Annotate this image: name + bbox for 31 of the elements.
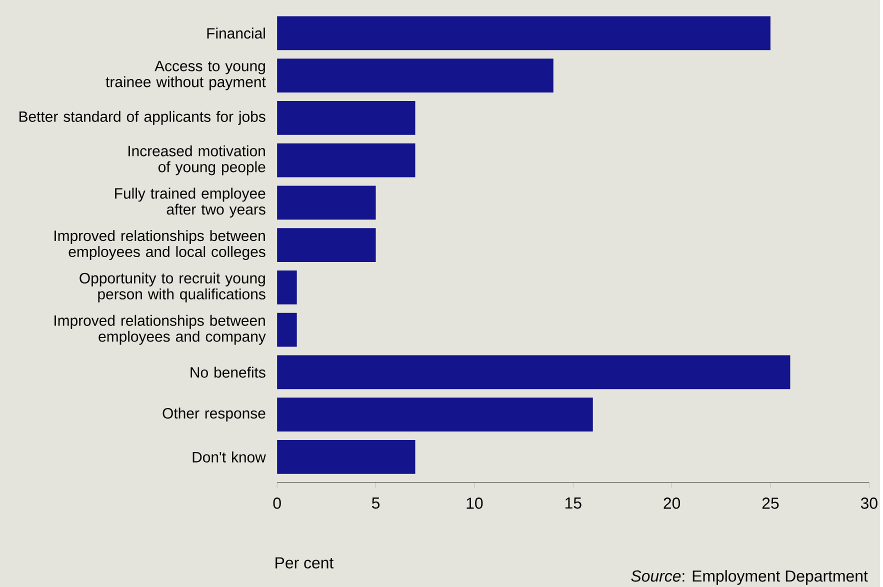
bar (277, 186, 376, 220)
bar (277, 100, 416, 135)
bar (277, 143, 416, 178)
x-tick-label: 20 (664, 498, 680, 509)
y-tick-label: Better standard of applicants for jobs (20, 110, 266, 125)
y-tick-label: No benefits (190, 366, 266, 378)
y-tick-label: Opportunity to recruit young person with qualifications (80, 272, 266, 302)
x-tick-label: 0 (273, 498, 281, 509)
x-tick-label: 15 (565, 498, 582, 509)
bar (277, 312, 297, 347)
bar (277, 440, 416, 474)
x-tick-label: 30 (860, 498, 878, 509)
bar (277, 58, 554, 92)
x-tick-label: 10 (466, 498, 483, 509)
bar (277, 270, 297, 304)
bar (277, 228, 376, 262)
text: Source: Employment Department (631, 570, 868, 585)
x-tick-label: 5 (372, 498, 380, 509)
y-tick-label: Increased motivation of young people (128, 145, 266, 176)
x-axis-title: Per cent (276, 557, 334, 568)
y-tick-label: Other response (162, 408, 266, 422)
y-tick-label: Access to young trainee without payment (106, 60, 266, 90)
y-tick-label: Fully trained employee after two years (115, 188, 266, 218)
bar (277, 16, 770, 50)
x-tick-label: 25 (762, 498, 779, 509)
y-tick-label: Improved relationships between employees and company (54, 314, 266, 345)
bar (277, 398, 593, 432)
y-tick-label: Financial (207, 28, 265, 39)
y-tick-label: Don't know (192, 451, 266, 462)
y-tick-label: Improved relationships between employees and local colleges (54, 230, 266, 260)
bar (277, 355, 790, 390)
